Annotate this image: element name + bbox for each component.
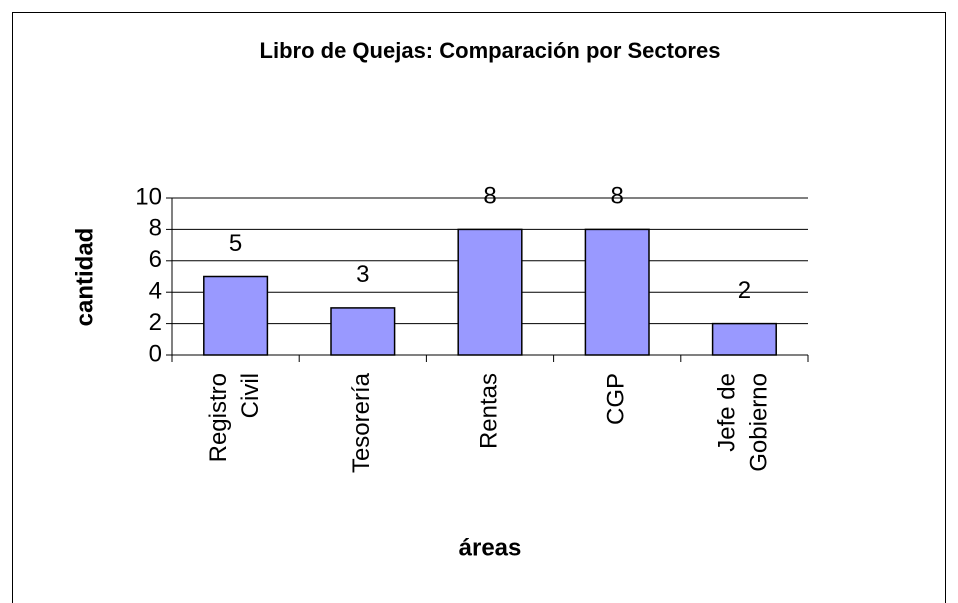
data-label: 2 xyxy=(738,277,751,304)
y-tick-label: 4 xyxy=(149,278,162,305)
data-label: 5 xyxy=(229,230,242,257)
bar xyxy=(457,228,523,356)
y-axis-title: cantidad xyxy=(71,228,98,327)
y-tick-label: 10 xyxy=(135,183,162,210)
chart-title: Libro de Quejas: Comparación por Sectore… xyxy=(260,38,721,63)
y-tick-label: 6 xyxy=(149,246,162,273)
bar xyxy=(584,228,650,356)
data-label: 8 xyxy=(611,183,624,210)
x-tick-label: Gobierno xyxy=(746,373,773,472)
y-tick-label: 2 xyxy=(149,309,162,336)
x-tick-label: Jefe de xyxy=(714,373,741,452)
data-label: 8 xyxy=(483,183,496,210)
x-tick-label: CGP xyxy=(603,373,630,425)
y-tick-label: 8 xyxy=(149,215,162,242)
bar xyxy=(330,307,396,356)
bar xyxy=(711,322,777,356)
data-label: 3 xyxy=(356,261,369,288)
bar xyxy=(203,275,269,356)
x-tick-label: Rentas xyxy=(475,373,502,449)
x-tick-label: Registro xyxy=(205,373,232,462)
y-tick-label: 0 xyxy=(149,340,162,367)
x-axis-title: áreas xyxy=(459,534,522,561)
x-tick-label: Tesorería xyxy=(348,372,375,473)
x-tick-label: Civil xyxy=(237,373,264,418)
